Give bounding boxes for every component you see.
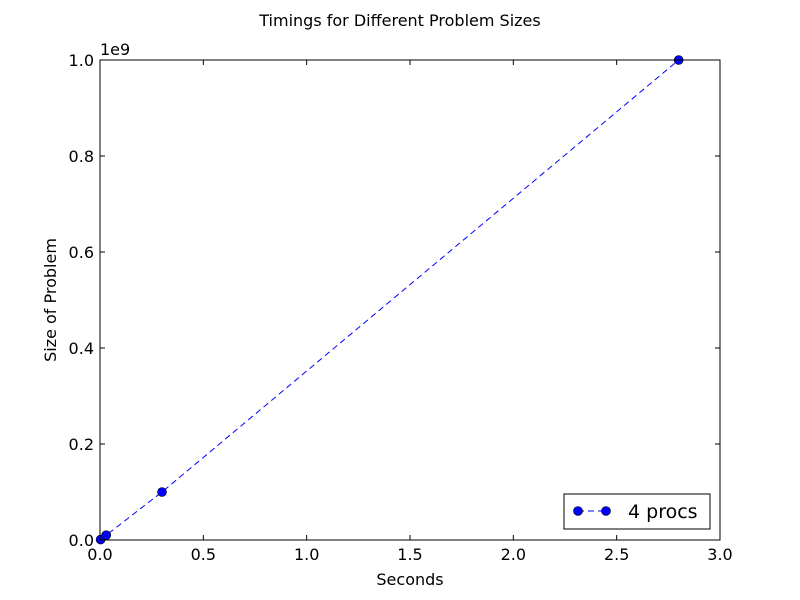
plot-frame <box>99 59 721 541</box>
y-tick-label: 1.0 <box>69 51 94 70</box>
legend: 4 procs <box>563 493 711 530</box>
x-tick-label: 0.0 <box>87 545 112 564</box>
legend-marker-swatch <box>573 506 583 516</box>
x-tick-label: 1.5 <box>397 545 422 564</box>
x-tick-label: 1.0 <box>294 545 319 564</box>
y-ticks: 0.0 0.2 0.4 0.6 0.8 1.0 <box>69 51 720 550</box>
x-tick-label: 3.0 <box>707 545 732 564</box>
y-axis-label: Size of Problem <box>41 238 60 362</box>
x-tick-label: 2.0 <box>501 545 526 564</box>
legend-marker-swatch <box>601 506 611 516</box>
y-offset-label: 1e9 <box>100 40 130 59</box>
y-tick-label: 0.8 <box>69 147 94 166</box>
chart-title: Timings for Different Problem Sizes <box>258 11 540 30</box>
y-tick-label: 0.4 <box>69 339 94 358</box>
x-tick-label: 0.5 <box>191 545 216 564</box>
data-point <box>157 487 167 497</box>
y-tick-label: 0.6 <box>69 243 94 262</box>
legend-label: 4 procs <box>628 501 698 523</box>
x-tick-label: 2.5 <box>604 545 629 564</box>
x-axis-label: Seconds <box>376 570 443 589</box>
y-tick-label: 0.2 <box>69 435 94 454</box>
y-tick-label: 0.0 <box>69 531 94 550</box>
series-layer <box>95 55 684 545</box>
data-point <box>101 530 111 541</box>
x-ticks: 0.0 0.5 1.0 1.5 2.0 2.5 3.0 <box>87 60 733 564</box>
